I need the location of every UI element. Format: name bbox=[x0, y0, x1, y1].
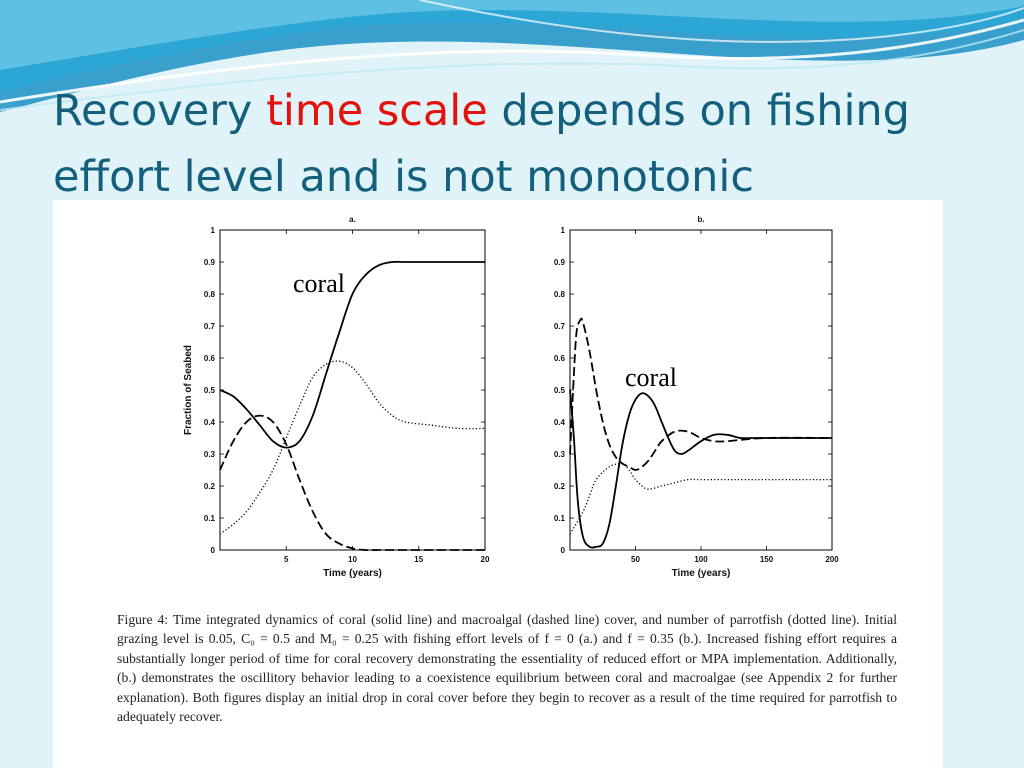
y-tick-label: 0.4 bbox=[204, 418, 216, 427]
series-line-dashed bbox=[219, 414, 485, 552]
y-axis-label: Fraction of Seabed bbox=[183, 345, 194, 435]
chart-title: b. bbox=[697, 215, 704, 224]
y-tick-label: 0.6 bbox=[554, 354, 566, 363]
series-line-dotted bbox=[219, 360, 486, 535]
series-line-dotted bbox=[569, 462, 832, 535]
x-tick-label: 5 bbox=[284, 555, 289, 564]
y-tick-label: 0 bbox=[211, 546, 216, 555]
x-tick-label: 150 bbox=[760, 555, 774, 564]
y-tick-label: 0.3 bbox=[554, 450, 566, 459]
series-line-solid bbox=[219, 260, 485, 449]
y-tick-label: 0.8 bbox=[204, 290, 216, 299]
plot-frame bbox=[569, 229, 833, 551]
y-tick-label: 1 bbox=[211, 226, 216, 235]
chart-title: a. bbox=[349, 215, 356, 224]
slide-title: Recovery time scale depends on fishing e… bbox=[53, 78, 993, 210]
x-tick-label: 15 bbox=[414, 555, 423, 564]
y-tick-label: 0.3 bbox=[204, 450, 216, 459]
chart-a: 00.10.20.30.40.50.60.70.80.915 10 15 20a.Ti… bbox=[183, 215, 490, 579]
figure-panel: 0 0.1 0.2 0.3 0.4 0.5 0.6 0.7 0.8 0.9 1 5 10 15 20 a. Ti… bbox=[53, 200, 943, 768]
chart-area: 00.10.20.30.40.50.60.70.80.915 10 15 20a.Ti… bbox=[183, 215, 839, 579]
x-tick-label: 50 bbox=[631, 555, 640, 564]
title-part-1: Recovery bbox=[53, 86, 267, 136]
y-tick-label: 0.9 bbox=[554, 258, 566, 267]
series-line-solid bbox=[569, 389, 832, 549]
x-axis-label: Time (years) bbox=[323, 568, 382, 579]
y-tick-label: 0.1 bbox=[204, 514, 216, 523]
series-line-dashed bbox=[569, 317, 833, 471]
coral-annotation: coral bbox=[293, 269, 345, 298]
x-axis-label: Time (years) bbox=[672, 568, 731, 579]
y-tick-label: 0.2 bbox=[204, 482, 216, 491]
plot-frame bbox=[219, 229, 486, 551]
y-tick-label: 0.1 bbox=[554, 514, 566, 523]
y-tick-label: 1 bbox=[561, 226, 566, 235]
y-tick-label: 0.5 bbox=[204, 386, 216, 395]
y-tick-label: 0.9 bbox=[204, 258, 216, 267]
y-tick-label: 0.7 bbox=[204, 322, 216, 331]
y-tick-label: 0.8 bbox=[554, 290, 566, 299]
y-tick-label: 0.7 bbox=[554, 322, 566, 331]
y-tick-label: 0 bbox=[561, 546, 566, 555]
x-tick-label: 20 bbox=[481, 555, 490, 564]
figure-caption: Figure 4: Time integrated dynamics of co… bbox=[117, 612, 897, 725]
y-tick-label: 0.5 bbox=[554, 386, 566, 395]
y-tick-label: 0.4 bbox=[554, 418, 566, 427]
title-part-2: depends on fishing effort level and is n… bbox=[53, 86, 910, 202]
x-tick-label: 200 bbox=[825, 555, 839, 564]
y-tick-label: 0.6 bbox=[204, 354, 216, 363]
wave-header-decoration bbox=[0, 0, 1024, 120]
y-tick-label: 0.2 bbox=[554, 482, 566, 491]
coral-annotation: coral bbox=[625, 363, 677, 392]
x-tick-label: 100 bbox=[694, 555, 708, 564]
title-highlight: time scale bbox=[266, 86, 488, 136]
x-tick-label: 10 bbox=[348, 555, 357, 564]
